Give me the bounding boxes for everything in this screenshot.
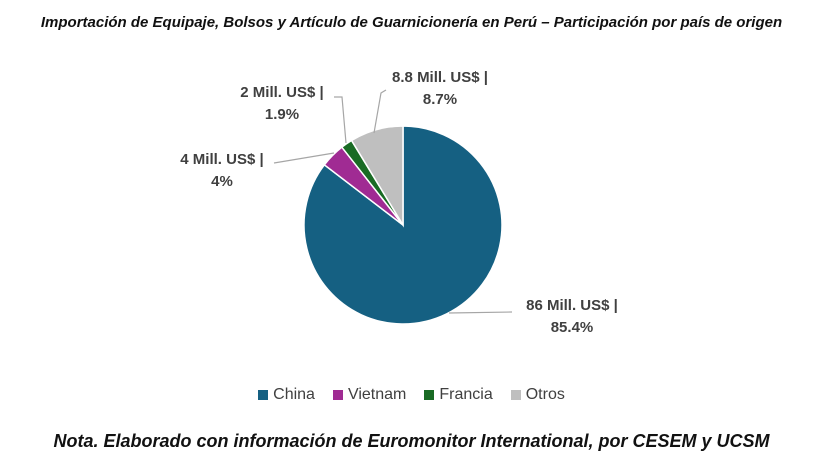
data-label-china: 86 Mill. US$ | 85.4% <box>526 297 618 336</box>
legend-swatch <box>424 390 435 400</box>
data-label-otros: 8.8 Mill. US$ | 8.7% <box>392 69 488 108</box>
data-labels: 86 Mill. US$ | 85.4% 4 Mill. US$ | 4% 2 Mill… <box>180 69 618 336</box>
leader-line-otros <box>373 89 387 134</box>
legend-label: Otros <box>525 386 565 403</box>
pie-slices <box>303 125 503 325</box>
data-label-vietnam: 4 Mill. US$ | 4% <box>180 151 263 190</box>
legend-swatch <box>332 390 343 400</box>
legend: China Vietnam Francia Otros <box>0 386 823 404</box>
leader-line-francia <box>334 96 347 144</box>
legend-label: Vietnam <box>347 386 407 403</box>
legend-label: Francia <box>439 386 493 403</box>
legend-swatch <box>510 390 521 400</box>
chart-title: Importación de Equipaje, Bolsos y Artícu… <box>40 14 783 31</box>
legend-item-vietnam: Vietnam <box>332 386 407 404</box>
leader-line-vietnam <box>273 152 335 164</box>
pie-slice-otros <box>350 125 404 228</box>
leader-lines <box>273 89 513 314</box>
pie-chart: 86 Mill. US$ | 85.4% 4 Mill. US$ | 4% 2 Mill… <box>180 69 618 336</box>
data-label-francia: 2 Mill. US$ | 1.9% <box>240 84 323 123</box>
source-note: Nota. Elaborado con información de Eurom… <box>53 431 770 451</box>
leader-line-china <box>448 311 513 314</box>
legend-swatch <box>258 390 269 400</box>
legend-item-china: China <box>258 386 315 404</box>
legend-label: China <box>273 386 315 403</box>
legend-item-otros: Otros <box>510 386 565 404</box>
legend-item-francia: Francia <box>424 386 493 404</box>
